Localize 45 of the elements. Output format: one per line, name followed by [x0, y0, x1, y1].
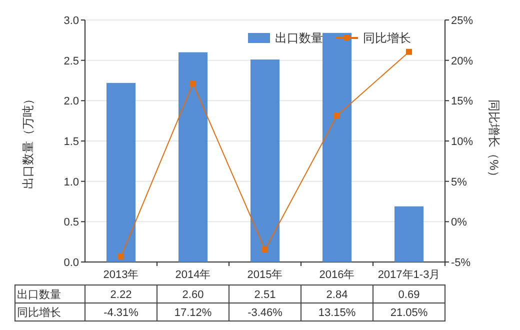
data-label: 0.69 [398, 289, 420, 301]
data-label: -3.46% [248, 307, 283, 319]
bar [178, 52, 208, 262]
y2-tick-label: 10% [451, 136, 474, 148]
x-tick-label: 2017年1-3月 [378, 269, 440, 281]
x-tick-label: 2013年 [103, 269, 139, 281]
data-label: 21.05% [390, 307, 428, 319]
text: 出口数量 [17, 289, 61, 301]
point [118, 253, 124, 260]
y-tick-label: 0.5 [64, 216, 79, 229]
y-axis-title: 出口数量（万吨） [21, 93, 35, 189]
y2-tick-label: 5% [451, 176, 468, 188]
data-label: 17.12% [174, 307, 212, 319]
point [262, 246, 268, 253]
bar [106, 82, 136, 262]
x-tick-label: 2016年 [319, 269, 355, 281]
data-label: 2.51 [254, 289, 276, 301]
data-label: 2.84 [326, 289, 348, 301]
point [190, 80, 196, 87]
y2-tick-label: -5% [451, 257, 471, 269]
y2-tick-label: 15% [451, 96, 474, 108]
point [406, 48, 412, 55]
y2-axis-title: 同比增长（%） [487, 100, 501, 182]
legend-label: 同比增长 [363, 31, 411, 45]
y-tick-label: 3.0 [64, 15, 79, 27]
data-label: 2.22 [110, 289, 132, 301]
y-tick-label: 1.0 [64, 176, 79, 188]
text: 同比增长 [17, 307, 61, 319]
y2-tick-label: 25% [451, 15, 474, 27]
y-tick-label: 2.5 [64, 55, 79, 68]
y-tick-label: 1.5 [64, 136, 79, 148]
data-label: 2.60 [182, 289, 204, 301]
bar [250, 60, 280, 262]
bar [394, 206, 424, 262]
data-label: -4.31% [104, 307, 139, 319]
data-label: 13.15% [318, 307, 356, 319]
point [334, 112, 340, 119]
y-tick-label: 2.0 [64, 96, 79, 108]
y2-tick-label: 0% [451, 216, 468, 229]
y-tick-label: 0.0 [64, 257, 79, 269]
x-tick-label: 2014年 [175, 269, 211, 281]
y2-tick-label: 20% [451, 55, 474, 68]
x-tick-label: 2015年 [247, 269, 283, 281]
bar [322, 32, 352, 262]
legend-label: 出口数量 [275, 31, 323, 45]
